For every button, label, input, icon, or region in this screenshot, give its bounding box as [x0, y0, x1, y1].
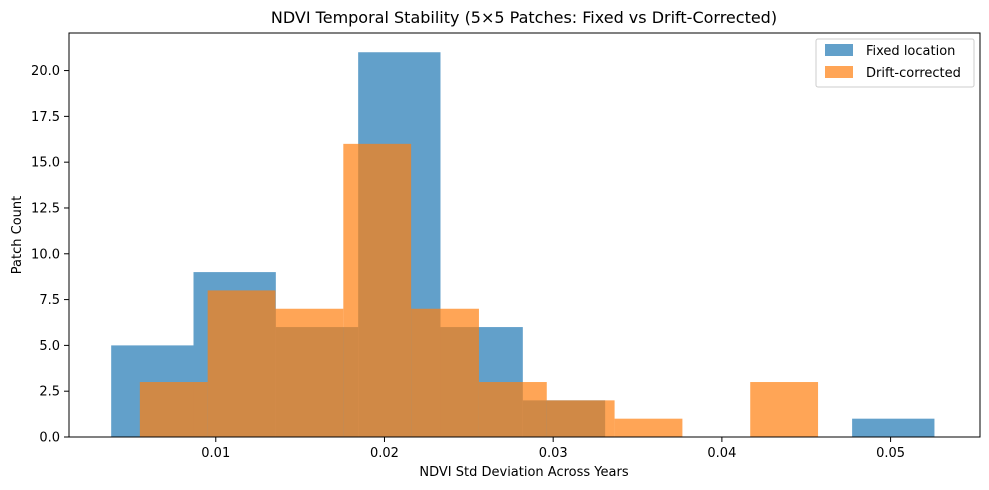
x-tick-label: 0.01 [201, 446, 230, 461]
x-tick-label: 0.03 [539, 446, 568, 461]
legend-frame [815, 38, 975, 88]
bar-drift-corrected-bin-0 [139, 382, 208, 437]
y-tick-label: 2.5 [39, 385, 60, 400]
chart-title: NDVI Temporal Stability (5×5 Patches: Fi… [271, 8, 777, 27]
bar-drift-corrected-bin-3 [343, 143, 412, 437]
legend: Fixed location Drift-corrected [815, 38, 975, 88]
y-tick-label: 17.5 [31, 110, 60, 125]
bar-drift-corrected-bin-2 [275, 308, 344, 437]
plot-frame [68, 32, 981, 438]
y-tick-label: 5.0 [39, 339, 60, 354]
x-tick-label: 0.02 [370, 446, 399, 461]
bar-fixed-location-bin-9 [852, 418, 935, 437]
bar-drift-corrected-bin-9 [750, 382, 819, 437]
legend-label-drift-corrected: Drift-corrected [866, 66, 961, 81]
y-tick-label: 20.0 [31, 64, 60, 79]
x-tick-label: 0.05 [876, 446, 905, 461]
x-axis-title: NDVI Std Deviation Across Years [419, 465, 628, 480]
y-axis-title: Patch Count [10, 196, 25, 274]
y-axis-ticks: 0.0 2.5 5.0 7.5 10.0 12.5 15.0 17.5 20.0 [31, 64, 69, 446]
legend-swatch-fixed-location [825, 44, 853, 56]
bar-drift-corrected-bin-4 [411, 308, 479, 437]
legend-swatch-drift-corrected [825, 66, 853, 78]
y-tick-label: 15.0 [31, 156, 60, 171]
y-tick-label: 10.0 [31, 247, 60, 262]
x-tick-label: 0.04 [707, 446, 736, 461]
bar-drift-corrected-bin-6 [546, 400, 615, 437]
bar-drift-corrected-bin-5 [478, 382, 547, 437]
y-tick-label: 0.0 [39, 431, 60, 446]
y-tick-label: 12.5 [31, 201, 60, 216]
legend-label-fixed-location: Fixed location [866, 44, 955, 59]
bars-layer [111, 52, 935, 438]
y-tick-label: 7.5 [39, 293, 60, 308]
bar-drift-corrected-bin-7 [614, 418, 683, 437]
x-axis-ticks: 0.01 0.02 0.03 0.04 0.05 [201, 437, 905, 461]
bar-drift-corrected-bin-1 [207, 290, 276, 437]
